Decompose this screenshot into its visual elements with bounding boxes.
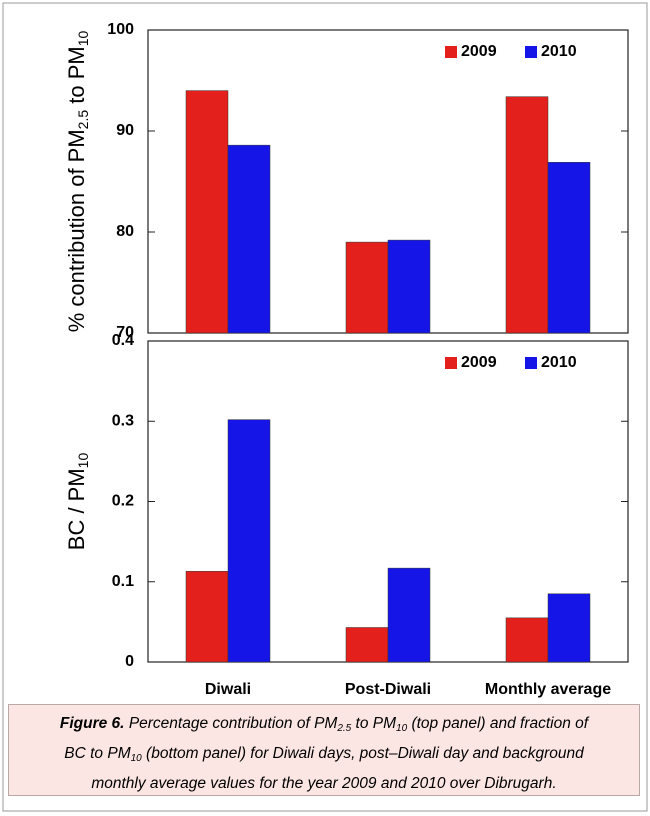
caption-line: monthly average values for the year 2009… xyxy=(9,771,639,796)
x-tick-label: Diwali xyxy=(205,681,251,698)
bar xyxy=(185,90,229,334)
bar xyxy=(345,241,389,334)
y-tick-label: 0.4 xyxy=(112,332,134,349)
bar xyxy=(387,567,431,663)
caption-text: (bottom panel) for Diwali days, post–Diw… xyxy=(141,745,584,762)
x-tick-label: Post-Diwali xyxy=(345,681,431,698)
legend-label: 2010 xyxy=(541,43,577,60)
legend-label: 2009 xyxy=(461,354,497,371)
y-tick-label: 70 xyxy=(116,324,134,341)
caption-subscript: 10 xyxy=(396,723,408,734)
legend-swatch xyxy=(525,357,537,369)
y-axis-label: % contribution of PM2.5 to PM10 xyxy=(64,30,91,332)
y-tick-label: 100 xyxy=(107,21,134,38)
y-axis-label-part: 10 xyxy=(75,453,91,469)
caption: Figure 6. Percentage contribution of PM2… xyxy=(8,704,640,796)
legend-swatch xyxy=(445,357,457,369)
caption-text: (top panel) and fraction of xyxy=(407,715,589,732)
y-axis-label-part: BC / PM xyxy=(64,468,89,550)
bar xyxy=(227,419,271,663)
y-tick-label: 0.1 xyxy=(112,573,134,590)
legend-swatch xyxy=(525,46,537,58)
y-axis-label-part: 10 xyxy=(75,30,91,46)
y-axis-label: BC / PM10 xyxy=(64,453,91,551)
x-tick-label: Monthly average xyxy=(485,681,611,698)
legend-label: 2010 xyxy=(541,354,577,371)
y-axis-label-part: to PM xyxy=(64,46,89,110)
caption-line: Figure 6. Percentage contribution of PM2… xyxy=(9,711,639,741)
y-tick-label: 0.2 xyxy=(112,493,134,510)
y-tick-label: 0 xyxy=(125,653,134,670)
y-axis-label-part: 2.5 xyxy=(75,110,91,130)
caption-text: monthly average values for the year 2009… xyxy=(91,775,557,792)
bar xyxy=(227,144,271,334)
bar xyxy=(505,617,549,663)
y-tick-label: 0.3 xyxy=(112,412,134,429)
legend-label: 2009 xyxy=(461,43,497,60)
bar xyxy=(547,162,591,334)
caption-subscript: 2.5 xyxy=(337,723,352,734)
caption-label: Figure 6. xyxy=(59,715,125,732)
caption-subscript: 10 xyxy=(130,753,142,764)
caption-text: BC to PM xyxy=(64,745,131,762)
caption-line: BC to PM10 (bottom panel) for Diwali day… xyxy=(9,741,639,771)
y-tick-label: 80 xyxy=(116,223,134,240)
y-axis-label-part: % contribution of PM xyxy=(64,129,89,332)
bar xyxy=(185,571,229,663)
bar xyxy=(547,593,591,663)
bar xyxy=(387,239,431,334)
caption-text: Percentage contribution of PM xyxy=(128,715,338,732)
bar xyxy=(505,96,549,334)
caption-text: to PM xyxy=(351,715,397,732)
legend-swatch xyxy=(445,46,457,58)
bar xyxy=(345,627,389,663)
y-tick-label: 90 xyxy=(116,122,134,139)
